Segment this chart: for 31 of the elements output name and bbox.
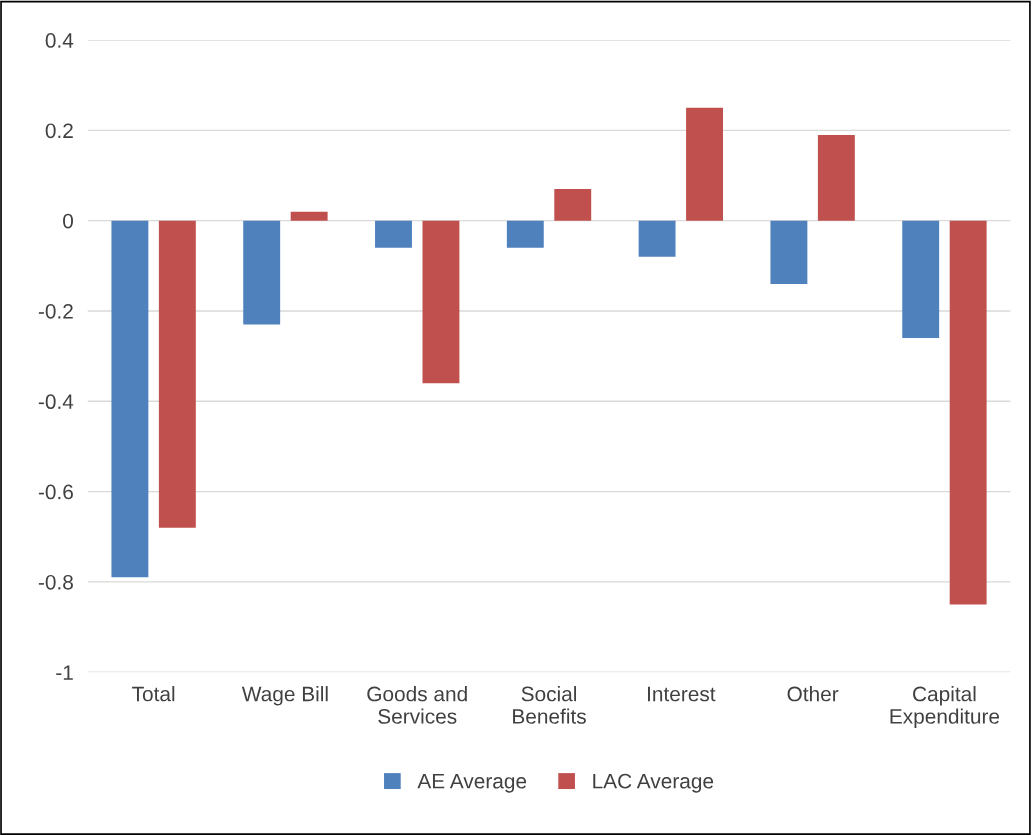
bar xyxy=(290,211,328,221)
bar xyxy=(686,107,723,221)
y-tick-label: -0.4 xyxy=(38,394,74,410)
legend-label: LAC Average xyxy=(593,773,714,793)
bar xyxy=(506,220,544,248)
y-tick-label: -0.2 xyxy=(38,303,73,319)
bar xyxy=(949,220,987,605)
bar xyxy=(770,220,808,284)
bar xyxy=(817,134,855,221)
x-tick-label: Interest xyxy=(648,686,716,702)
legend-label: AE Average xyxy=(417,773,527,793)
x-tick-label: Other xyxy=(787,686,839,702)
y-tick-label: 0 xyxy=(63,213,74,229)
y-tick-label: -0.6 xyxy=(38,484,73,500)
x-tick-label: Goods and Services xyxy=(367,686,467,724)
x-tick-label: Wage Bill xyxy=(241,686,328,706)
bar xyxy=(554,189,592,221)
y-tick-label: -0.8 xyxy=(38,574,73,590)
bar xyxy=(158,220,196,528)
bar xyxy=(111,220,149,578)
bar xyxy=(375,220,412,248)
x-tick-label: Capital Expenditure xyxy=(890,686,1000,728)
x-tick-label: Total xyxy=(132,686,175,702)
y-tick-label: 0.4 xyxy=(45,33,74,48)
bar xyxy=(422,220,460,384)
y-tick-label: -1 xyxy=(56,665,73,680)
bar xyxy=(902,220,940,339)
x-tick-label: Social Benefits xyxy=(513,686,586,724)
bar xyxy=(243,220,281,325)
y-tick-label: 0.2 xyxy=(45,123,73,139)
bar xyxy=(638,220,676,257)
